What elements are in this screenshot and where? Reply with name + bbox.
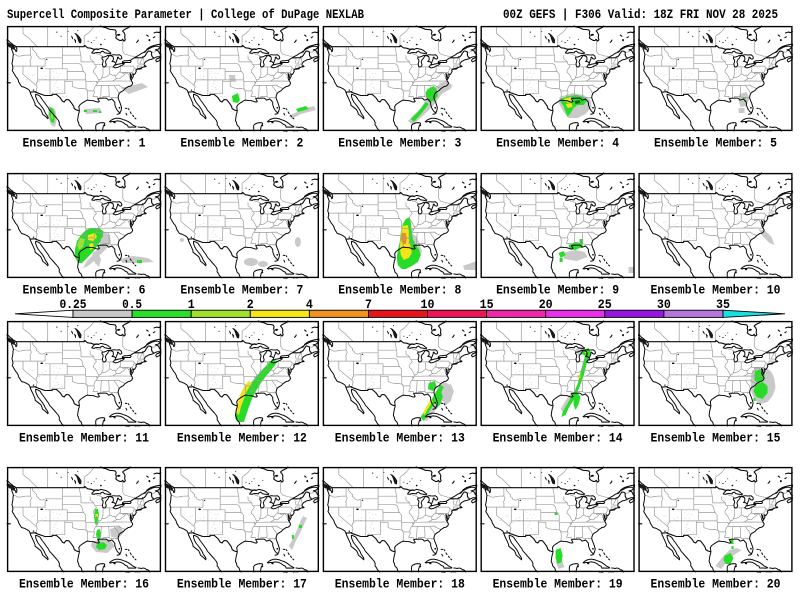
svg-text:2: 2 — [247, 298, 254, 312]
svg-text:Ensemble Member: 6: Ensemble Member: 6 — [23, 284, 146, 298]
svg-text:Ensemble Member: 2: Ensemble Member: 2 — [180, 137, 303, 151]
svg-text:00Z GEFS | F306 Valid: 18Z FRI: 00Z GEFS | F306 Valid: 18Z FRI NOV 28 20… — [503, 8, 778, 22]
svg-text:4: 4 — [306, 298, 313, 312]
svg-text:15: 15 — [480, 298, 494, 312]
svg-text:7: 7 — [365, 298, 372, 312]
svg-text:30: 30 — [657, 298, 671, 312]
svg-text:10: 10 — [421, 298, 435, 312]
svg-text:Ensemble Member: 4: Ensemble Member: 4 — [496, 137, 619, 151]
svg-text:Ensemble Member: 3: Ensemble Member: 3 — [338, 137, 461, 151]
svg-text:Ensemble Member: 19: Ensemble Member: 19 — [493, 578, 623, 592]
svg-text:Ensemble Member: 12: Ensemble Member: 12 — [177, 432, 307, 446]
svg-text:Supercell Composite Parameter: Supercell Composite Parameter | College … — [7, 8, 364, 22]
svg-text:25: 25 — [598, 298, 612, 312]
svg-text:Ensemble Member: 5: Ensemble Member: 5 — [654, 137, 777, 151]
svg-text:Ensemble Member: 8: Ensemble Member: 8 — [338, 284, 461, 298]
svg-text:35: 35 — [716, 298, 730, 312]
svg-text:20: 20 — [539, 298, 553, 312]
svg-text:0.5: 0.5 — [122, 298, 142, 312]
svg-text:1: 1 — [188, 298, 195, 312]
svg-text:Ensemble Member: 15: Ensemble Member: 15 — [651, 432, 781, 446]
svg-text:0.25: 0.25 — [60, 298, 87, 312]
svg-text:Ensemble Member: 7: Ensemble Member: 7 — [180, 284, 303, 298]
svg-text:Ensemble Member: 1: Ensemble Member: 1 — [23, 137, 146, 151]
svg-text:Ensemble Member: 11: Ensemble Member: 11 — [19, 432, 149, 446]
svg-text:Ensemble Member: 13: Ensemble Member: 13 — [335, 432, 465, 446]
svg-text:Ensemble Member: 14: Ensemble Member: 14 — [493, 432, 623, 446]
svg-text:Ensemble Member: 9: Ensemble Member: 9 — [496, 284, 619, 298]
svg-text:Ensemble Member: 16: Ensemble Member: 16 — [19, 578, 149, 592]
svg-text:Ensemble Member: 10: Ensemble Member: 10 — [651, 284, 781, 298]
svg-text:Ensemble Member: 17: Ensemble Member: 17 — [177, 578, 307, 592]
svg-text:Ensemble Member: 20: Ensemble Member: 20 — [651, 578, 781, 592]
svg-text:Ensemble Member: 18: Ensemble Member: 18 — [335, 578, 465, 592]
